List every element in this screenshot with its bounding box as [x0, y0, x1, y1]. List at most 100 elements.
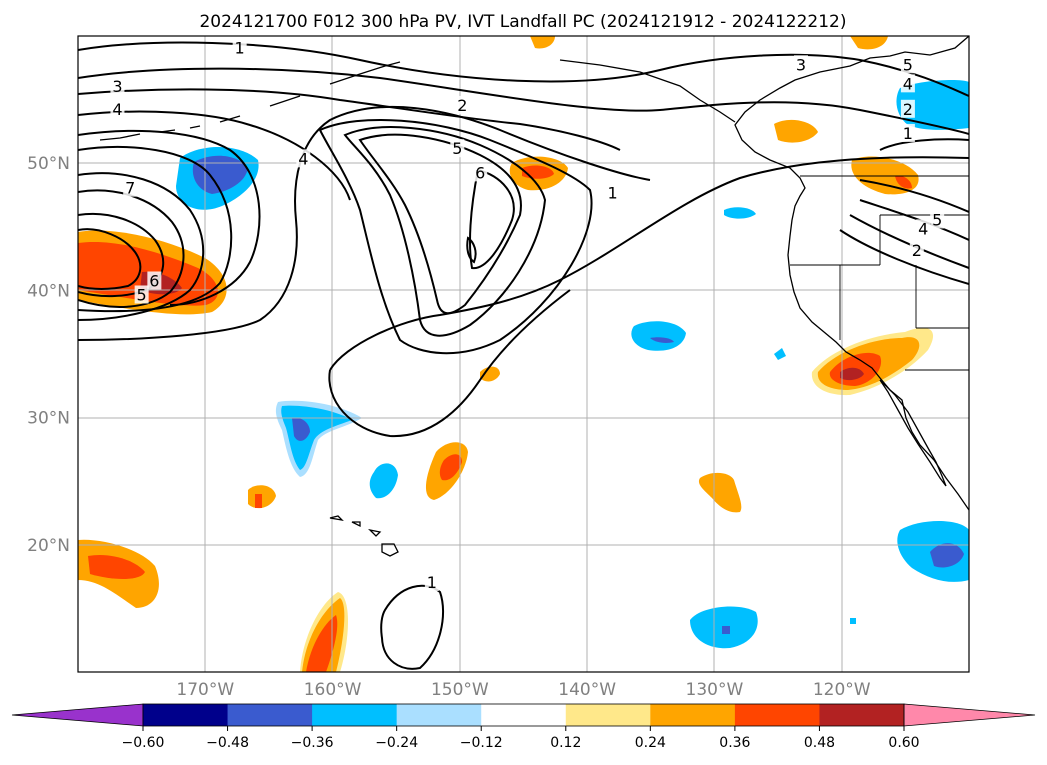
map-frame	[77, 35, 970, 673]
colorbar-tick-label: 0.36	[719, 735, 750, 751]
political-borders	[790, 175, 969, 371]
contour-label-background	[900, 99, 915, 118]
latitude-label: 20°N	[27, 536, 70, 556]
latitude-label: 50°N	[27, 154, 70, 174]
contour-label-background	[296, 149, 311, 168]
ivt-positive-anomaly-max	[840, 367, 864, 381]
contour-label: 5	[903, 55, 913, 74]
contour-label-background	[134, 285, 149, 304]
colorbar-under-extension	[11, 703, 144, 727]
contour-label-background	[793, 55, 808, 74]
ivt-positive-anomaly	[698, 472, 742, 513]
contour-label: 2	[457, 96, 467, 115]
contour-label-background	[605, 183, 620, 202]
ivt-negative-anomaly-core	[292, 417, 310, 441]
colorbar-tick-label: −0.36	[291, 735, 334, 751]
contour-label-background	[424, 572, 439, 591]
coastline-north-america	[734, 36, 969, 511]
contour-label: 4	[112, 100, 122, 119]
contour-label-background	[455, 95, 470, 114]
contour-label: 3	[112, 77, 122, 96]
latitude-labels: 50°N 40°N 30°N 20°N	[27, 154, 70, 556]
colorbar-tick-label: −0.12	[460, 735, 503, 751]
contour-label-background	[123, 178, 138, 197]
contour-label-background	[900, 74, 915, 93]
contour-label-background	[473, 163, 488, 182]
colorbar: −0.60 −0.48 −0.36 −0.24 −0.12 0.12 0.24 0.36 0.4…	[11, 703, 1036, 751]
colorbar-tick-label: 0.24	[635, 735, 666, 751]
longitude-label: 130°W	[686, 680, 744, 700]
contour-label-background	[930, 210, 945, 229]
contour-label: 7	[125, 179, 135, 198]
contour-label-background	[232, 38, 247, 57]
figure-title: 2024121700 F012 300 hPa PV, IVT Landfall…	[199, 12, 846, 32]
ivt-negative-anomaly-core	[650, 337, 674, 343]
ivt-positive-anomaly	[850, 36, 888, 50]
aleutian-islands	[99, 61, 401, 141]
contour-label: 5	[452, 139, 462, 158]
contour-label-background	[147, 271, 162, 290]
colorbar-swatch	[312, 704, 398, 726]
longitude-labels: 170°W 160°W 150°W 140°W 130°W 120°W	[176, 680, 870, 700]
contour-label-background	[909, 240, 924, 259]
colorbar-tick-label: 0.48	[804, 735, 835, 751]
coastlines	[99, 36, 969, 557]
contour-label: 4	[298, 149, 308, 168]
coastline-alaska-panhandle	[559, 59, 736, 123]
hawaiian-islands	[329, 515, 399, 557]
contour-label-background	[900, 55, 915, 74]
ivt-negative-anomaly-core	[192, 155, 248, 194]
ivt-positive-anomaly	[774, 119, 818, 143]
colorbar-swatch	[396, 704, 482, 726]
longitude-label: 140°W	[558, 680, 616, 700]
contour-label: 2	[903, 100, 913, 119]
contour-label: 1	[427, 573, 437, 592]
ivt-positive-anomaly	[530, 36, 555, 49]
map-background	[78, 36, 969, 672]
ivt-positive-anomaly-core	[88, 554, 145, 579]
ivt-positive-anomaly	[480, 366, 500, 382]
contour-label: 3	[796, 55, 806, 74]
colorbar-swatch	[650, 704, 736, 726]
contour-label: 5	[137, 285, 147, 304]
contour-label-background	[450, 139, 465, 158]
contour-label: 1	[235, 39, 245, 58]
colorbar-tick-label: −0.60	[122, 735, 165, 751]
contour-label: 6	[475, 163, 485, 182]
contour-label: 4	[918, 219, 928, 238]
ivt-positive-anomaly-core	[255, 494, 262, 508]
ivt-negative-anomaly	[631, 321, 686, 351]
contour-label-background	[110, 76, 125, 95]
ivt-positive-anomaly-core	[439, 454, 462, 481]
contour-label-background	[900, 123, 915, 142]
latitude-label: 40°N	[27, 281, 70, 301]
ivt-negative-anomaly-core	[930, 543, 964, 568]
colorbar-frame	[142, 703, 905, 727]
ivt-negative-anomaly	[850, 618, 856, 624]
colorbar-swatch	[481, 704, 567, 726]
ivt-positive-anomaly-core	[306, 615, 338, 672]
contour-label: 1	[903, 124, 913, 143]
ivt-negative-anomaly-core	[722, 626, 730, 634]
colorbar-swatch	[227, 704, 313, 726]
ivt-positive-anomaly-core	[895, 175, 912, 189]
contour-label: 6	[149, 271, 159, 290]
colorbar-tick-label: 0.12	[550, 735, 581, 751]
colorbar-tick-label: −0.48	[206, 735, 249, 751]
coastline-baja	[879, 379, 947, 487]
contour-label: 4	[903, 74, 913, 93]
contour-label: 2	[912, 241, 922, 260]
colorbar-over-extension	[903, 703, 1036, 727]
colorbar-swatch	[819, 704, 905, 726]
longitude-label: 160°W	[304, 680, 362, 700]
colorbar-tick-label: 0.60	[888, 735, 919, 751]
contour-label-background	[110, 99, 125, 118]
contour-label: 1	[608, 184, 618, 203]
colorbar-swatch	[143, 704, 229, 726]
colorbar-swatch	[734, 704, 820, 726]
colorbar-ticks: −0.60 −0.48 −0.36 −0.24 −0.12 0.12 0.24 0.36 0.4…	[122, 726, 920, 751]
